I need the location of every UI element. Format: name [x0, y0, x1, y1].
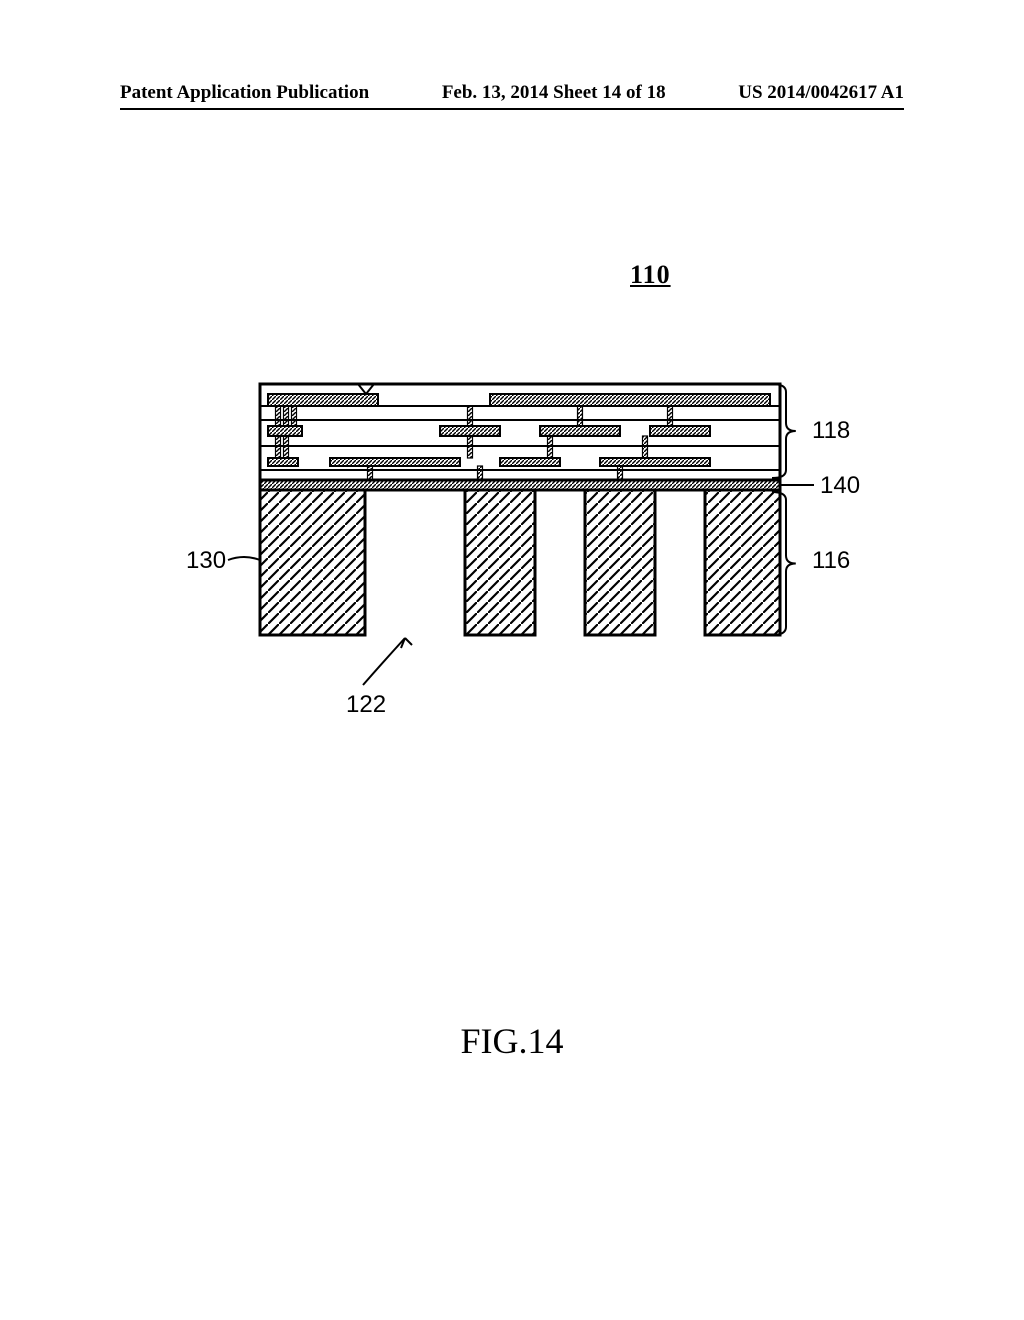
- label-130: 130: [186, 547, 226, 574]
- label-116: 116: [812, 547, 850, 574]
- label-140: 140: [820, 472, 860, 499]
- figure-diagram: 118 140 116 130 122: [180, 360, 870, 760]
- header-rule: [120, 108, 904, 110]
- assembly-reference-number: 110: [630, 260, 671, 290]
- header-right: US 2014/0042617 A1: [738, 82, 904, 104]
- page-header: Patent Application Publication Feb. 13, …: [120, 82, 904, 104]
- figure-caption: FIG.14: [0, 1020, 1024, 1062]
- header-left: Patent Application Publication: [120, 82, 369, 104]
- label-118: 118: [812, 417, 850, 444]
- diagram-svg: 118 140 116 130 122: [180, 360, 870, 760]
- header-center: Feb. 13, 2014 Sheet 14 of 18: [442, 82, 666, 104]
- label-122: 122: [346, 691, 386, 718]
